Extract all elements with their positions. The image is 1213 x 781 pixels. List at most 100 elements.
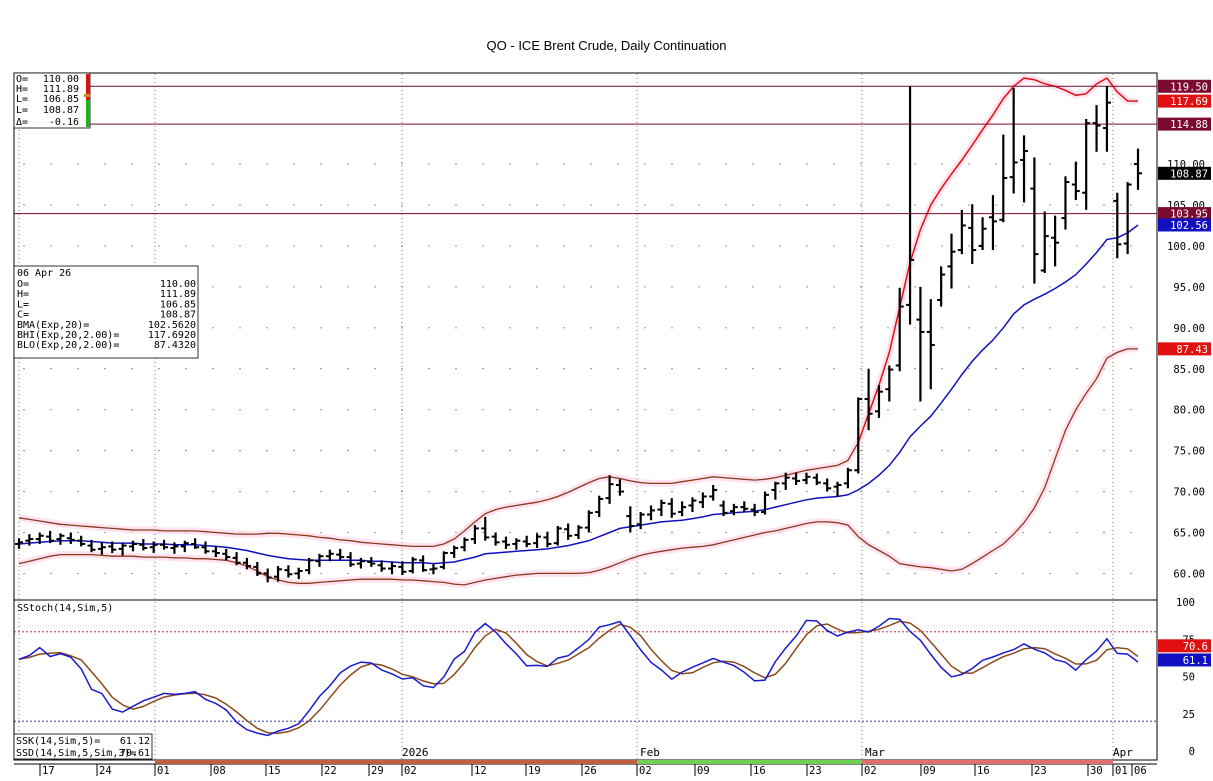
grid-dot (914, 163, 916, 165)
grid-dot (536, 450, 538, 452)
grid-dot (1022, 204, 1024, 206)
grid-dot (968, 490, 970, 493)
grid-dot (212, 163, 214, 165)
grid-dot (266, 409, 268, 411)
grid-dot (131, 368, 133, 370)
grid-dot (536, 163, 538, 165)
x-tick-label: 23 (1034, 765, 1047, 777)
ohlc-l1-label: L= (16, 94, 28, 105)
grid-dot (347, 163, 349, 165)
grid-dot (1022, 490, 1024, 493)
grid-dot (482, 531, 484, 534)
grid-dot (779, 368, 781, 370)
grid-dot (833, 245, 835, 247)
grid-dot (131, 450, 133, 452)
grid-dot (50, 245, 52, 247)
grid-dot (239, 327, 241, 329)
grid-dot (644, 245, 646, 247)
grid-dot (914, 450, 916, 452)
ohlc-range-green-bar (86, 100, 90, 127)
ohlc-bar (222, 548, 231, 561)
grid-dot (131, 409, 133, 411)
grid-dot (185, 450, 187, 452)
grid-dot (185, 409, 187, 411)
grid-dot (266, 245, 268, 247)
ohlc-bar (854, 397, 863, 474)
grid-dot (266, 163, 268, 165)
ohlc-bar (377, 560, 386, 572)
grid-dot (50, 409, 52, 411)
ssk-label: SSK(14,Sim,5)= (16, 736, 100, 747)
month-band-mar (862, 760, 1113, 764)
grid-dot (671, 409, 673, 411)
grid-dot (1103, 531, 1105, 534)
grid-dot (725, 490, 727, 493)
grid-dot (428, 327, 430, 329)
grid-dot (779, 163, 781, 165)
grid-dot (1049, 490, 1051, 493)
month-label: 2026 (402, 746, 429, 759)
ohlc-bar (864, 368, 873, 431)
grid-dot (752, 490, 754, 493)
grid-dot (536, 368, 538, 370)
grid-dot (752, 450, 754, 452)
info-row-label: C= (17, 310, 29, 321)
grid-dot (725, 531, 727, 534)
grid-dot (1022, 245, 1024, 247)
grid-dot (536, 286, 538, 288)
ohlc-bar (574, 525, 583, 540)
grid-dot (779, 450, 781, 452)
grid-dot (887, 572, 889, 575)
ohlc-bar (957, 209, 966, 255)
grid-dot (887, 490, 889, 493)
y-tick-label: 60.00 (1173, 568, 1205, 580)
grid-dot (644, 368, 646, 370)
ohlc-bar (647, 505, 656, 521)
x-tick-label: 23 (809, 765, 822, 777)
grid-dot (212, 327, 214, 329)
ohlc-bar (160, 539, 169, 550)
grid-dot (590, 204, 592, 206)
grid-dot (752, 204, 754, 206)
grid-dot (77, 163, 79, 165)
ohlc-bar (1009, 87, 1018, 194)
grid-dot (347, 409, 349, 411)
grid-dot (806, 327, 808, 329)
grid-dot (887, 327, 889, 329)
grid-dot (482, 490, 484, 493)
grid-dot (401, 286, 403, 288)
grid-dot (995, 409, 997, 411)
ohlc-bar (823, 478, 832, 492)
grid-dot (482, 204, 484, 206)
grid-dot (50, 490, 52, 493)
grid-dot (617, 163, 619, 165)
x-tick-label: 15 (268, 765, 281, 777)
x-tick-label: 01 (157, 765, 170, 777)
grid-dot (590, 368, 592, 370)
grid-dot (374, 409, 376, 411)
stoch-tag-bg (1158, 639, 1211, 653)
grid-dot (401, 409, 403, 411)
grid-dot (590, 245, 592, 247)
grid-dot (860, 286, 862, 288)
grid-dot (374, 450, 376, 452)
ohlc-bar (97, 542, 106, 555)
x-tick-label: 01 (1115, 765, 1128, 777)
grid-dot (428, 286, 430, 288)
info-row-label: L= (17, 299, 29, 310)
price-tag-label: 103.95 (1170, 209, 1208, 221)
grid-dot (77, 450, 79, 452)
grid-dot (23, 450, 25, 452)
grid-dot (968, 245, 970, 247)
ohlc-bar (729, 503, 738, 516)
grid-dot (860, 245, 862, 247)
grid-dot (239, 572, 241, 575)
grid-dot (1076, 245, 1078, 247)
ohlc-bar (1040, 211, 1049, 273)
info-row-label: O= (17, 279, 29, 290)
grid-dot (995, 572, 997, 575)
ohlc-bar (1134, 148, 1142, 190)
grid-dot (941, 368, 943, 370)
stoch-tick-label: 100 (1176, 597, 1195, 609)
grid-dot (590, 450, 592, 452)
